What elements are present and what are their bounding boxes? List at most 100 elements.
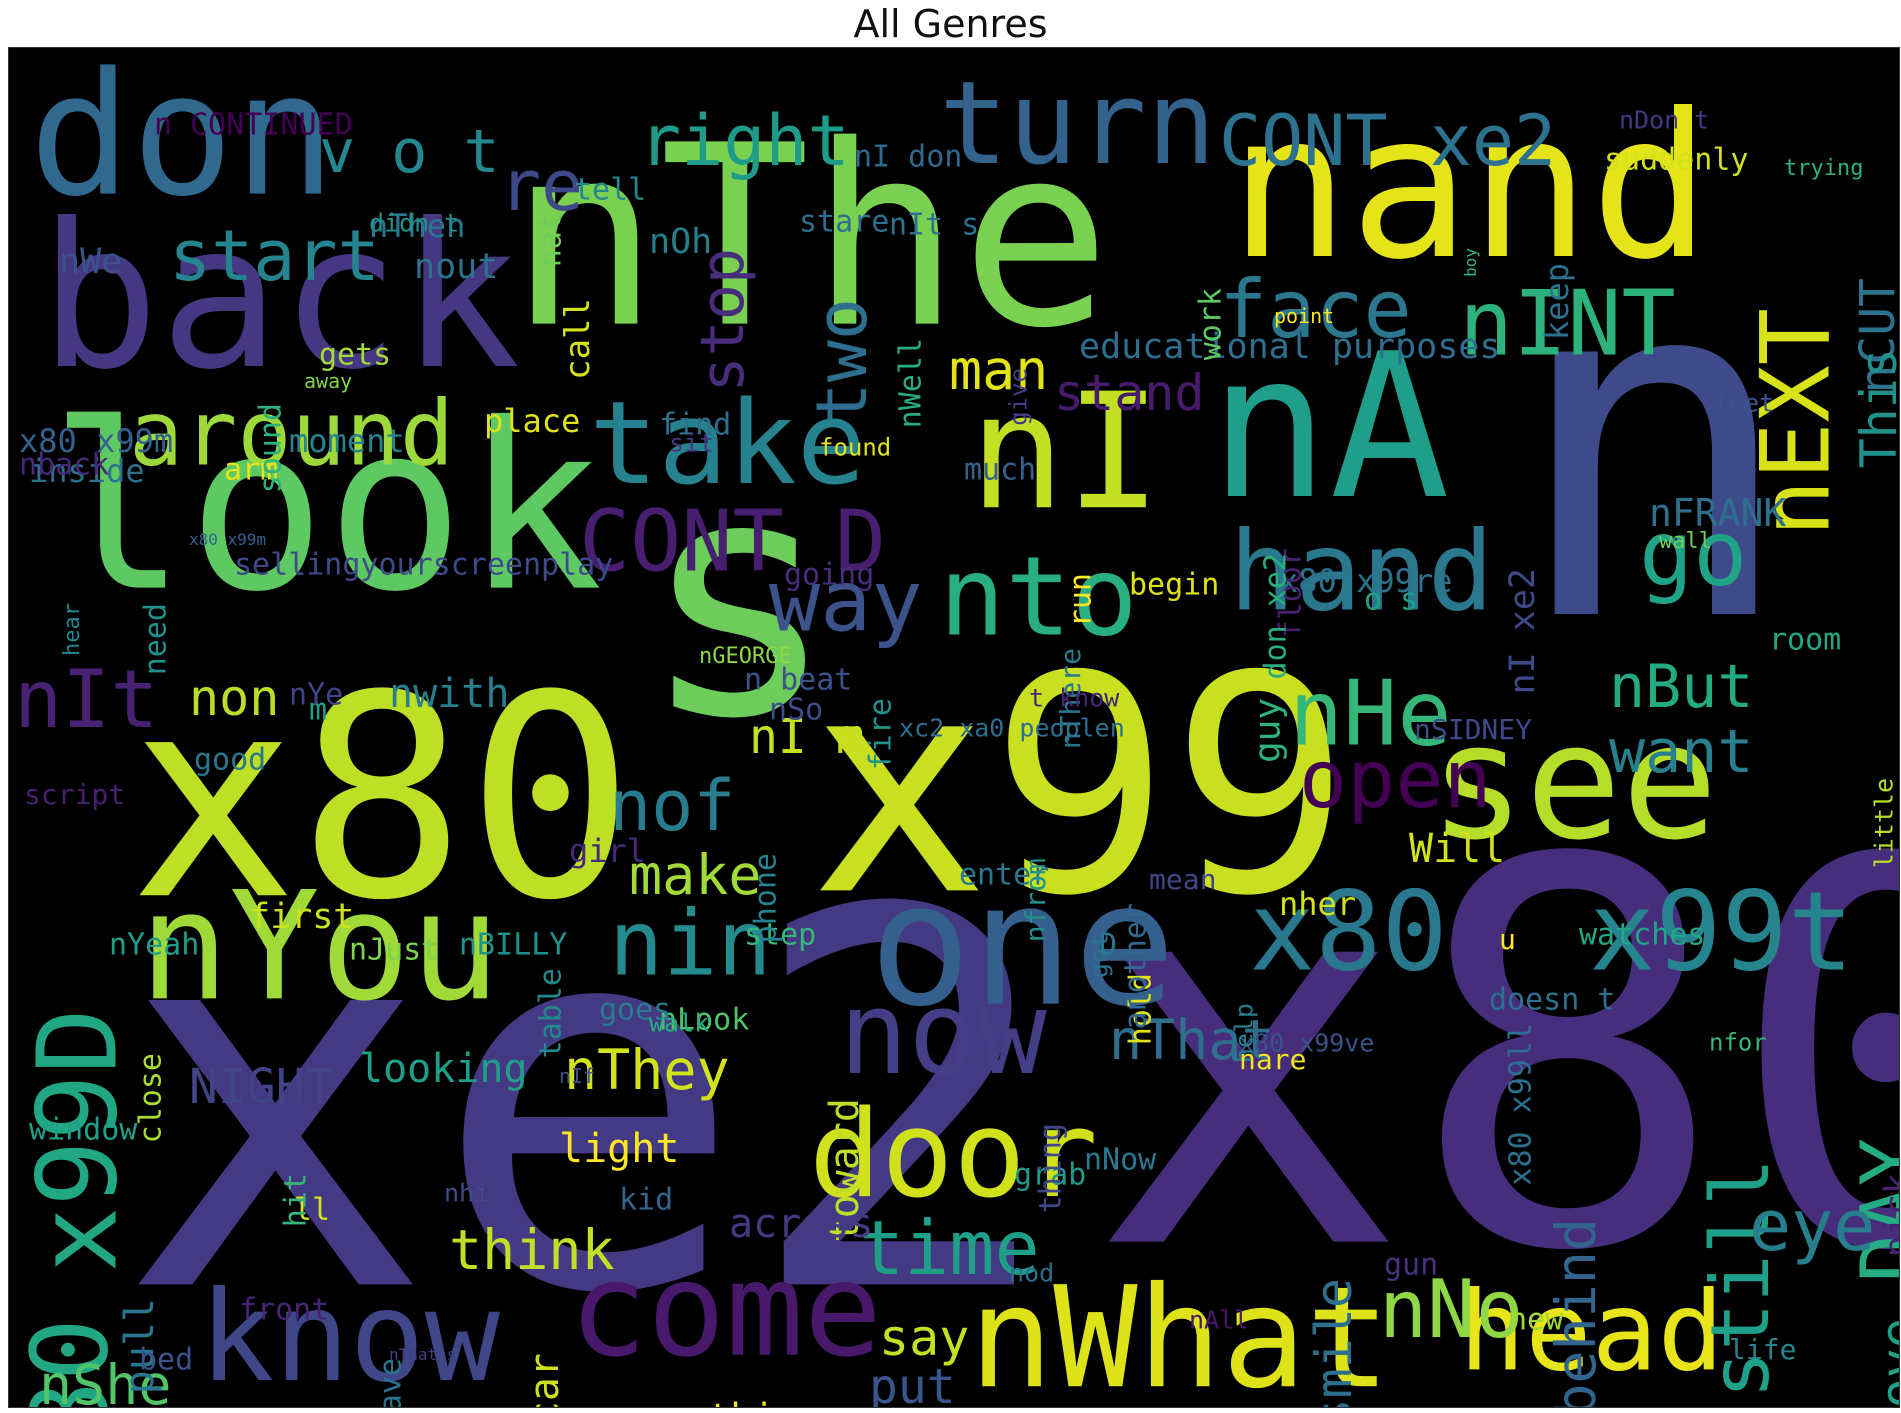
word-call: call	[558, 298, 598, 380]
word-step: step	[744, 918, 816, 953]
word-ngeorge: nGEORGE	[699, 644, 792, 669]
word-head: head	[1459, 1268, 1724, 1396]
word-hold: hold	[1124, 973, 1159, 1045]
word-nhe: nHe	[1289, 661, 1452, 766]
word-leave: leave	[374, 1358, 409, 1408]
word-ll: ll	[294, 1193, 330, 1228]
word-n-beat: n beat	[744, 663, 852, 698]
word-noh: nOh	[649, 222, 712, 262]
word-ncut: nCUT	[1850, 278, 1900, 394]
word-floor: floor	[1274, 548, 1309, 638]
word-nbut: nBut	[1609, 652, 1754, 722]
word-nif: nIf	[559, 1064, 595, 1088]
word-place: place	[484, 402, 580, 440]
word-nat: nat	[534, 213, 569, 267]
word-don-xe2: don xe2	[1259, 553, 1294, 679]
word-nthey: nThey	[564, 1038, 730, 1102]
word-arm: arm	[224, 453, 278, 488]
word-back: back	[39, 181, 521, 414]
word-nare: nare	[1239, 1043, 1306, 1076]
word-wall: wall	[1659, 529, 1712, 554]
word-d: D	[1099, 928, 1117, 963]
word-point: point	[1274, 304, 1334, 328]
word-front: front	[239, 1293, 329, 1328]
word-phone: phone	[749, 853, 784, 943]
word-first: first	[249, 897, 354, 937]
word-cont-d: CONT D	[579, 492, 886, 591]
word-ni-m: nI m	[749, 709, 865, 765]
word-got: got	[1084, 933, 1113, 978]
word-goes: goes	[599, 993, 671, 1028]
word-cont-xe2: CONT xe2	[1219, 100, 1556, 182]
word-walk: walk	[649, 1008, 709, 1037]
word-around: around	[129, 381, 454, 486]
word-move: move	[1870, 1318, 1900, 1408]
word-think: think	[449, 1218, 615, 1282]
word-help: help	[1229, 1003, 1258, 1063]
word-girl: girl	[569, 832, 646, 870]
word-nfrank: nFRANK	[1649, 491, 1786, 535]
word-nwhat: nWhat	[969, 1257, 1390, 1408]
word-way: way	[769, 552, 923, 651]
word-nthat-s: nThat s	[389, 1345, 456, 1364]
word-make: make	[629, 843, 761, 907]
word-xc2-xa0-peoplen: xc2 xa0 peoplen	[899, 713, 1125, 742]
word-feet: feet	[1714, 388, 1774, 417]
word-nbilly: nBILLY	[459, 928, 567, 963]
word-n-continued: n CONTINUED	[154, 108, 353, 143]
word-nback: nback	[19, 448, 109, 483]
word-nwe: nWe	[59, 242, 122, 282]
word-v-o-t: v o t	[319, 117, 500, 187]
word-nsidney: nSIDNEY	[1414, 713, 1532, 746]
word-trying: trying	[1784, 156, 1863, 181]
word-nin: nin	[609, 891, 772, 996]
word-nthen: nThen	[369, 207, 465, 245]
word-sit: sit	[669, 428, 714, 457]
chart-title: All Genres	[853, 2, 1048, 46]
word-non: non	[189, 669, 279, 727]
word-nthe: nThe	[509, 92, 1111, 383]
word-kid: kid	[619, 1183, 673, 1218]
word-much: much	[964, 453, 1036, 488]
word-guy: guy	[1248, 698, 1289, 763]
word-t-know: t know	[1029, 683, 1120, 712]
word-will: Will	[1409, 826, 1505, 872]
word-nfrom: nfrom	[1019, 858, 1052, 942]
word-stop: stop	[688, 248, 758, 393]
word-new: new	[1509, 1303, 1564, 1338]
word-nlook: nLook	[659, 1003, 749, 1038]
word-nit: nIt	[14, 653, 159, 746]
word-door: door	[809, 1086, 1098, 1225]
word-good: good	[194, 743, 266, 778]
word-need: need	[139, 603, 174, 675]
word-night: NIGHT	[189, 1059, 334, 1115]
word-watches: watches	[1579, 918, 1705, 953]
word-run: run	[1064, 573, 1099, 627]
word-two: two	[801, 298, 883, 424]
word-inside: inside	[29, 452, 145, 490]
word-x80: x80	[1249, 868, 1448, 996]
word-educational-purposes: educational purposes	[1079, 327, 1500, 367]
word-say: say	[879, 1309, 969, 1367]
word-nthat: nThat	[1109, 1008, 1275, 1072]
word-bed: bed	[139, 1343, 193, 1378]
word-nyou: nYou	[139, 860, 500, 1034]
word-stand: stand	[1054, 364, 1205, 422]
word-this: This	[1850, 348, 1900, 468]
word-still: still	[1694, 1158, 1787, 1399]
word-take: take	[589, 377, 866, 511]
word-tell: tell	[574, 173, 646, 208]
word-ni-xe2: nI xe2	[1503, 568, 1543, 694]
word-x80-x99ll: x80 x99ll	[1504, 1023, 1539, 1186]
word-keep: keep	[1538, 263, 1576, 340]
word-s: s	[639, 407, 838, 791]
word-give: give	[1005, 368, 1033, 426]
word-find: find	[659, 408, 731, 443]
word-x80-x99re: x80 x99re	[1279, 562, 1452, 600]
word-begin: begin	[1129, 568, 1219, 603]
word-face: face	[1219, 263, 1412, 356]
word-nso: nSo	[769, 693, 823, 728]
word-nhi: nhi	[444, 1178, 489, 1207]
word-one: one	[869, 847, 1176, 1045]
word-x80: x80	[1089, 750, 1900, 1367]
